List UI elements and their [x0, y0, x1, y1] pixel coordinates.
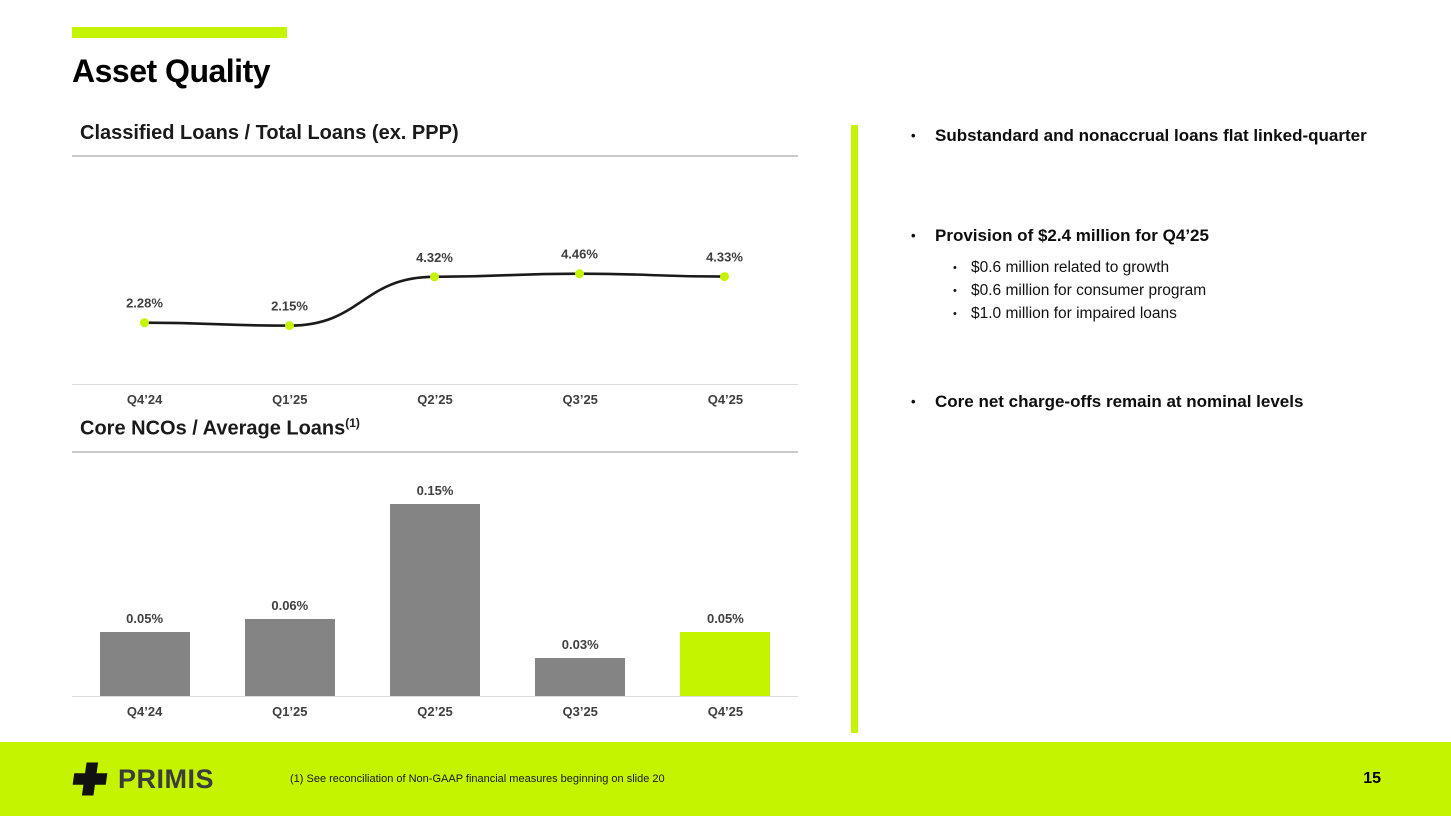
- x-axis-label: Q4’24: [126, 392, 163, 407]
- page-number: 15: [1363, 770, 1381, 787]
- data-point-label: 4.46%: [561, 247, 598, 262]
- bar: [680, 631, 771, 696]
- data-point-label: 4.33%: [706, 250, 743, 265]
- bar-slot: 0.06%: [217, 598, 362, 696]
- sub-bullet-item: • $0.6 million for consumer program: [947, 280, 1393, 303]
- data-point-marker: [140, 318, 149, 328]
- title-accent-bar: [72, 27, 287, 38]
- x-axis-label: Q3’25: [562, 392, 598, 407]
- line-chart: 2.28% 2.15% 4.32% 4.46% 4.33%: [126, 247, 743, 331]
- sub-bullet-text: $0.6 million for consumer program: [971, 282, 1207, 300]
- bar-chart-section: Core NCOs / Average Loans(1) 0.05% 0.06% 0…: [72, 414, 798, 727]
- data-point-marker: [575, 269, 584, 279]
- bar-chart-title-text: Core NCOs / Average Loans: [80, 417, 346, 440]
- x-axis-label: Q1’25: [272, 703, 308, 719]
- bar-value-label: 0.05%: [706, 610, 744, 626]
- bullets-accent-bar: [851, 125, 858, 733]
- bullet-marker: •: [953, 262, 957, 275]
- line-chart-title: Classified Loans / Total Loans (ex. PPP): [72, 120, 798, 157]
- bullet-item: • Provision of $2.4 million for Q4’25: [905, 224, 1393, 248]
- sub-bullet-item: • $1.0 million for impaired loans: [947, 303, 1393, 326]
- x-axis-label: Q4’24: [126, 703, 163, 719]
- bar-slot: 0.05%: [72, 611, 217, 696]
- primis-plus-icon: [72, 762, 108, 796]
- bar-value-label: 0.05%: [126, 610, 164, 626]
- brand-logo: PRIMIS: [72, 761, 214, 797]
- bullet-item: • Core net charge-offs remain at nominal…: [905, 390, 1393, 414]
- bullet-item: • Substandard and nonaccrual loans flat …: [905, 124, 1393, 148]
- data-point-label: 2.28%: [126, 296, 163, 311]
- bullet-text: Core net charge-offs remain at nominal l…: [935, 392, 1304, 412]
- commentary-panel: • Substandard and nonaccrual loans flat …: [905, 124, 1393, 414]
- x-axis-label: Q4’25: [707, 703, 744, 719]
- x-axis-label: Q1’25: [272, 392, 308, 407]
- bullet-marker: •: [911, 394, 916, 410]
- footer-bar: PRIMIS (1) See reconciliation of Non-GAA…: [0, 742, 1451, 816]
- bar-chart-title: Core NCOs / Average Loans(1): [72, 414, 798, 453]
- data-point-marker: [720, 272, 729, 282]
- bar-slot: 0.03%: [508, 637, 653, 696]
- bar: [99, 631, 190, 696]
- x-axis-label: Q2’25: [417, 703, 453, 719]
- x-axis-label: Q3’25: [562, 703, 598, 719]
- sub-bullet-text: $0.6 million related to growth: [971, 259, 1170, 277]
- data-point-marker: [430, 272, 439, 282]
- bar-slot: 0.05%: [653, 611, 798, 696]
- bar: [390, 503, 480, 696]
- data-point-label: 2.15%: [271, 299, 308, 314]
- bullet-marker: •: [911, 128, 916, 143]
- data-point-marker: [285, 321, 294, 331]
- bar: [535, 657, 626, 696]
- footnote-marker: (1): [345, 416, 360, 430]
- bar-chart: 0.05% 0.06% 0.15% 0.03% 0.05%: [72, 467, 798, 697]
- bullet-marker: •: [953, 308, 957, 321]
- bullet-text: Provision of $2.4 million for Q4’25: [935, 226, 1209, 246]
- bar: [244, 618, 335, 696]
- x-axis-label: Q2’25: [417, 392, 453, 407]
- sub-bullet-text: $1.0 million for impaired loans: [971, 305, 1177, 323]
- bullet-marker: •: [953, 285, 957, 298]
- footnote-text: (1) See reconciliation of Non-GAAP finan…: [290, 773, 665, 785]
- bullet-text: Substandard and nonaccrual loans flat li…: [935, 126, 1367, 145]
- data-point-label: 4.32%: [416, 250, 453, 265]
- bar-chart-x-axis: Q4’24 Q1’25 Q2’25 Q3’25 Q4’25: [72, 697, 798, 727]
- bullet-marker: •: [911, 228, 916, 244]
- bar-slot: 0.15%: [362, 483, 507, 696]
- sub-bullet-item: • $0.6 million related to growth: [947, 257, 1393, 280]
- bar-value-label: 0.03%: [561, 636, 599, 652]
- x-axis-label: Q4’25: [707, 392, 744, 407]
- line-chart-title-text: Classified Loans / Total Loans (ex. PPP): [80, 122, 459, 144]
- brand-name: PRIMIS: [118, 763, 215, 794]
- line-chart-section: Classified Loans / Total Loans (ex. PPP)…: [72, 120, 798, 414]
- trend-line: [144, 272, 725, 327]
- sub-bullet-list: • $0.6 million related to growth • $0.6 …: [947, 257, 1393, 326]
- charts-column: Classified Loans / Total Loans (ex. PPP)…: [72, 120, 798, 727]
- page-title: Asset Quality: [72, 53, 271, 89]
- bar-value-label: 0.06%: [271, 597, 309, 613]
- bar-value-label: 0.15%: [416, 482, 454, 498]
- line-chart-x-axis: Q4’24 Q1’25 Q2’25 Q3’25 Q4’25: [72, 384, 798, 414]
